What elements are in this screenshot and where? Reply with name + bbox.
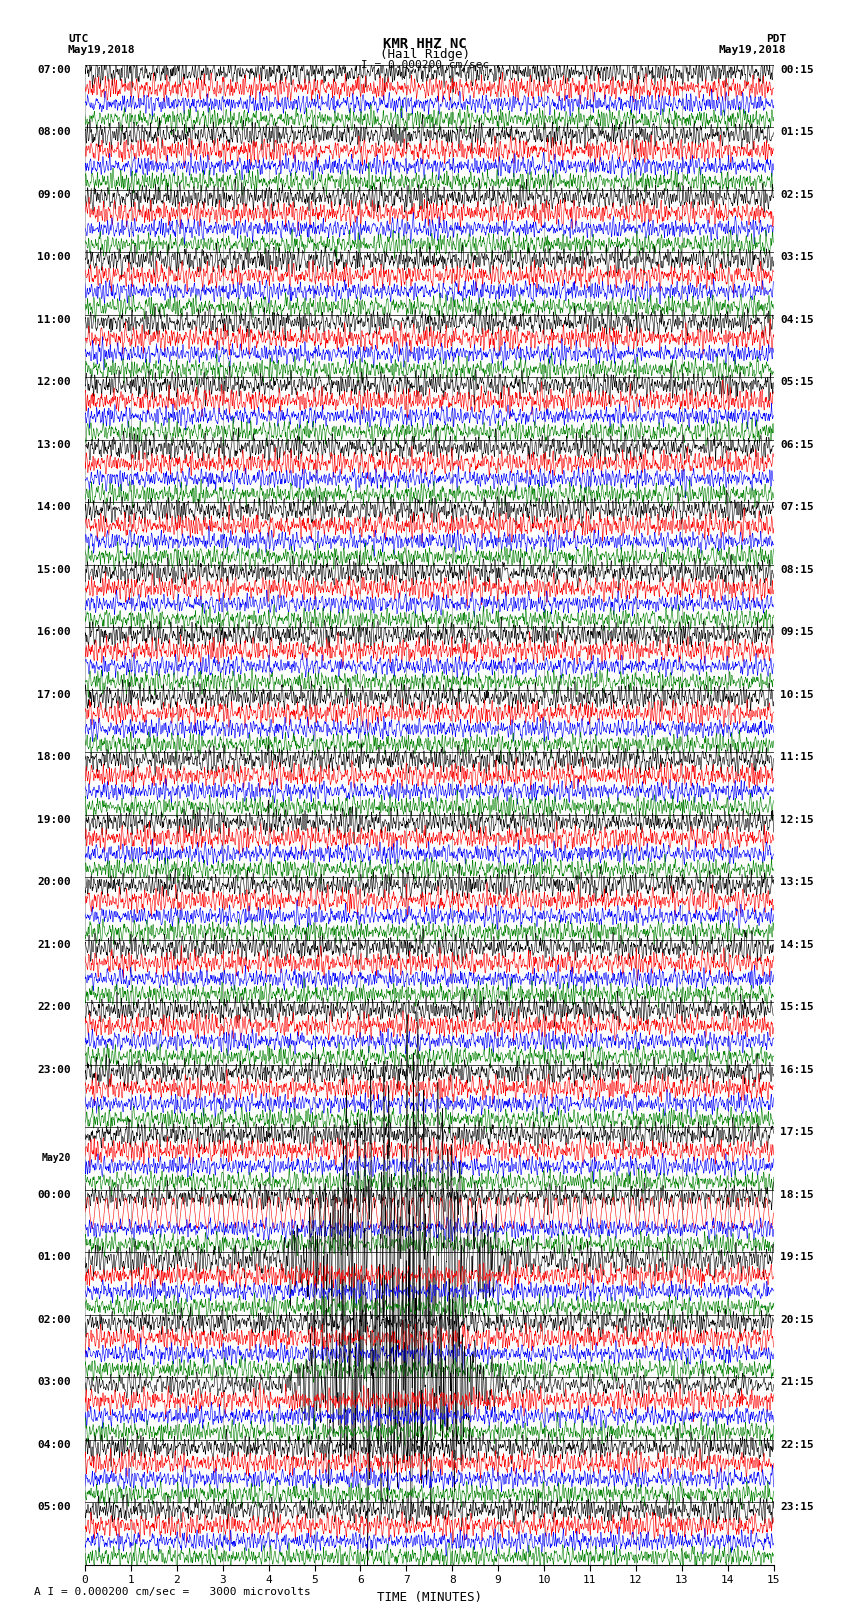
Text: 20:00: 20:00 [37, 877, 71, 887]
Text: 00:00: 00:00 [37, 1190, 71, 1200]
Text: 08:15: 08:15 [780, 565, 814, 574]
Text: 09:15: 09:15 [780, 627, 814, 637]
Text: 04:15: 04:15 [780, 315, 814, 324]
Text: 04:00: 04:00 [37, 1439, 71, 1450]
Text: 13:15: 13:15 [780, 877, 814, 887]
Text: 07:15: 07:15 [780, 502, 814, 511]
Text: UTC: UTC [68, 34, 88, 44]
Text: 09:00: 09:00 [37, 189, 71, 200]
Text: 13:00: 13:00 [37, 440, 71, 450]
Text: 23:15: 23:15 [780, 1502, 814, 1511]
Text: 11:00: 11:00 [37, 315, 71, 324]
Text: 12:00: 12:00 [37, 377, 71, 387]
Text: May19,2018: May19,2018 [68, 45, 135, 55]
X-axis label: TIME (MINUTES): TIME (MINUTES) [377, 1590, 482, 1603]
Text: 03:15: 03:15 [780, 252, 814, 261]
Text: 11:15: 11:15 [780, 752, 814, 761]
Text: 12:15: 12:15 [780, 815, 814, 824]
Text: 08:00: 08:00 [37, 127, 71, 137]
Text: 15:00: 15:00 [37, 565, 71, 574]
Text: A I = 0.000200 cm/sec =   3000 microvolts: A I = 0.000200 cm/sec = 3000 microvolts [34, 1587, 311, 1597]
Text: 01:00: 01:00 [37, 1252, 71, 1261]
Text: 05:00: 05:00 [37, 1502, 71, 1511]
Text: 06:15: 06:15 [780, 440, 814, 450]
Text: 20:15: 20:15 [780, 1315, 814, 1324]
Text: 01:15: 01:15 [780, 127, 814, 137]
Text: 18:15: 18:15 [780, 1190, 814, 1200]
Text: 02:00: 02:00 [37, 1315, 71, 1324]
Text: 15:15: 15:15 [780, 1002, 814, 1011]
Text: 17:00: 17:00 [37, 690, 71, 700]
Text: 03:00: 03:00 [37, 1378, 71, 1387]
Text: 22:00: 22:00 [37, 1002, 71, 1011]
Text: 07:00: 07:00 [37, 65, 71, 74]
Text: 02:15: 02:15 [780, 189, 814, 200]
Text: 19:15: 19:15 [780, 1252, 814, 1261]
Text: 10:00: 10:00 [37, 252, 71, 261]
Text: 23:00: 23:00 [37, 1065, 71, 1074]
Text: KMR HHZ NC: KMR HHZ NC [383, 37, 467, 52]
Text: 21:15: 21:15 [780, 1378, 814, 1387]
Text: (Hail Ridge): (Hail Ridge) [380, 48, 470, 61]
Text: I = 0.000200 cm/sec: I = 0.000200 cm/sec [361, 60, 489, 69]
Text: 21:00: 21:00 [37, 939, 71, 950]
Text: 18:00: 18:00 [37, 752, 71, 761]
Text: 17:15: 17:15 [780, 1127, 814, 1137]
Text: May20: May20 [42, 1153, 71, 1163]
Text: 16:00: 16:00 [37, 627, 71, 637]
Text: 19:00: 19:00 [37, 815, 71, 824]
Text: 14:15: 14:15 [780, 939, 814, 950]
Text: 00:15: 00:15 [780, 65, 814, 74]
Text: 10:15: 10:15 [780, 690, 814, 700]
Text: May19,2018: May19,2018 [719, 45, 786, 55]
Text: 05:15: 05:15 [780, 377, 814, 387]
Text: 16:15: 16:15 [780, 1065, 814, 1074]
Text: PDT: PDT [766, 34, 786, 44]
Text: 22:15: 22:15 [780, 1439, 814, 1450]
Text: 14:00: 14:00 [37, 502, 71, 511]
